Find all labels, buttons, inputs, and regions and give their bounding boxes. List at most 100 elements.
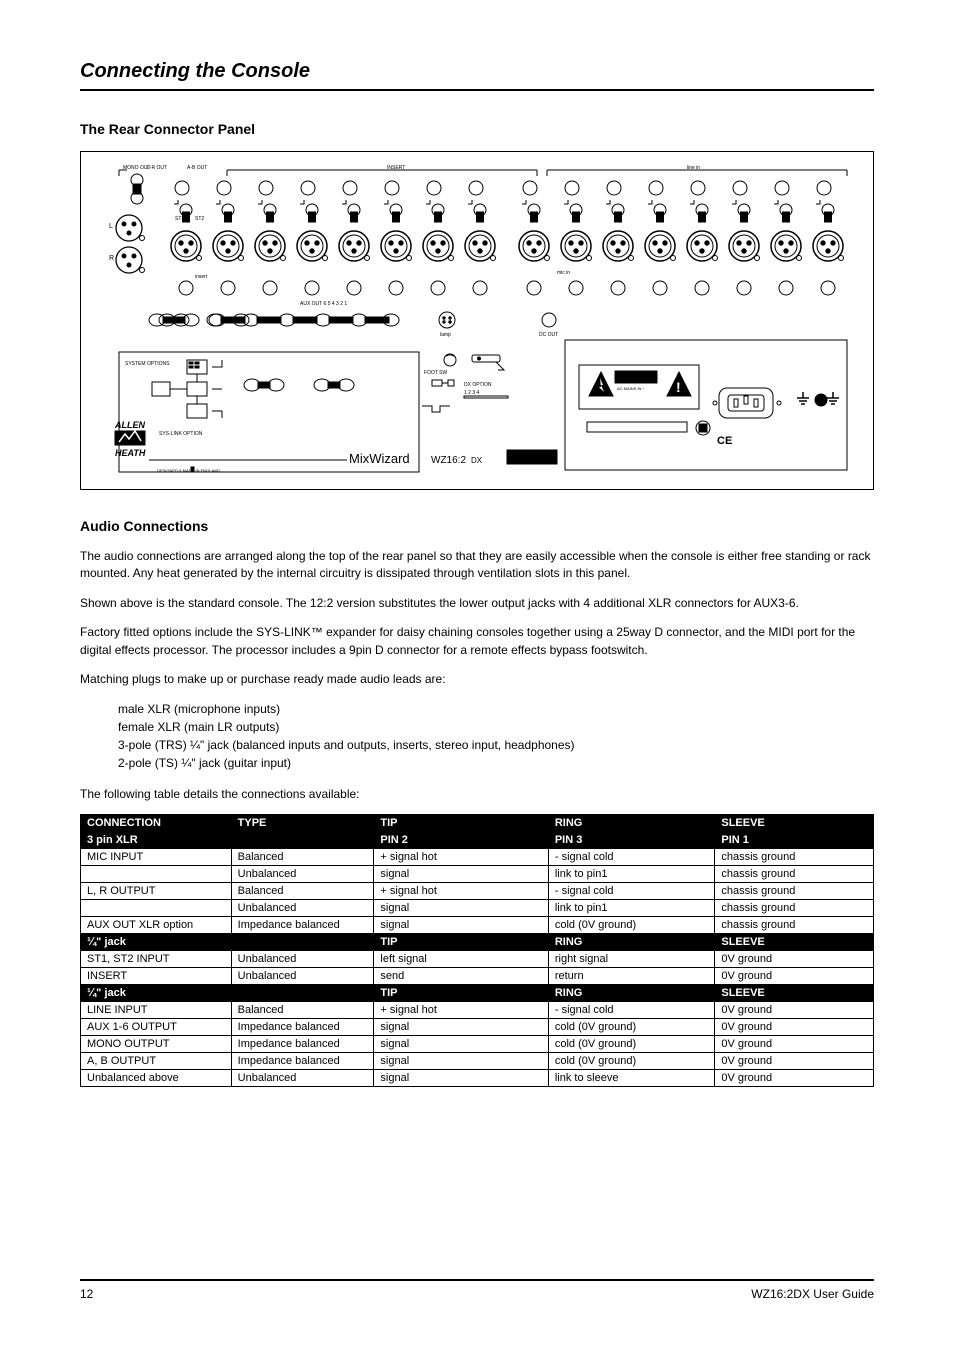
table-cell: right signal bbox=[548, 950, 715, 967]
table-cell: AUX OUT XLR option bbox=[81, 916, 232, 933]
table-row: MIC INPUTBalanced+ signal hot- signal co… bbox=[81, 848, 874, 865]
table-cell bbox=[81, 899, 232, 916]
table-cell: Impedance balanced bbox=[231, 1018, 374, 1035]
svg-text:line in: line in bbox=[687, 165, 700, 171]
table-cell: 0V ground bbox=[715, 1069, 874, 1086]
table-cell: - signal cold bbox=[548, 1001, 715, 1018]
svg-text:L: L bbox=[109, 223, 113, 230]
svg-text:MixWizard: MixWizard bbox=[349, 451, 410, 466]
svg-text:DESIGNED & MADE IN ENGLAND: DESIGNED & MADE IN ENGLAND bbox=[157, 468, 220, 473]
table-cell bbox=[81, 865, 232, 882]
table-cell: AUX 1-6 OUTPUT bbox=[81, 1018, 232, 1035]
table-cell: cold (0V ground) bbox=[548, 1035, 715, 1052]
table-cell: signal bbox=[374, 1069, 548, 1086]
rear-panel-heading: The Rear Connector Panel bbox=[80, 121, 874, 137]
table-cell: chassis ground bbox=[715, 916, 874, 933]
table-row: Unbalanced aboveUnbalancedsignallink to … bbox=[81, 1069, 874, 1086]
table-cell: return bbox=[548, 967, 715, 984]
table-row: L, R OUTPUTBalanced+ signal hot- signal … bbox=[81, 882, 874, 899]
table-section-cell: ¼" jack bbox=[81, 933, 232, 950]
plug-list: male XLR (microphone inputs)female XLR (… bbox=[118, 700, 874, 772]
table-cell: signal bbox=[374, 1052, 548, 1069]
svg-text:HEATH: HEATH bbox=[115, 448, 146, 458]
svg-text:ST2: ST2 bbox=[195, 216, 204, 222]
table-cell: Unbalanced bbox=[231, 1069, 374, 1086]
connections-table: CONNECTIONTYPETIPRINGSLEEVE 3 pin XLRPIN… bbox=[80, 814, 874, 1087]
table-cell: Unbalanced bbox=[231, 899, 374, 916]
table-cell: Impedance balanced bbox=[231, 1035, 374, 1052]
table-cell: - signal cold bbox=[548, 882, 715, 899]
table-cell: chassis ground bbox=[715, 899, 874, 916]
table-header: CONNECTION bbox=[81, 814, 232, 831]
svg-text:insert: insert bbox=[195, 274, 208, 280]
plug-list-item: 3-pole (TRS) ¼" jack (balanced inputs an… bbox=[118, 736, 874, 754]
rear-panel-diagram-wrap: MONO OUT L-R OUT A-B OUT INSERT line in … bbox=[80, 151, 874, 490]
table-section-cell bbox=[231, 831, 374, 848]
table-cell: left signal bbox=[374, 950, 548, 967]
table-cell: Unbalanced above bbox=[81, 1069, 232, 1086]
svg-text:WZ16:2: WZ16:2 bbox=[431, 455, 466, 466]
table-cell: Impedance balanced bbox=[231, 1052, 374, 1069]
table-section-cell: 3 pin XLR bbox=[81, 831, 232, 848]
table-cell: Balanced bbox=[231, 848, 374, 865]
table-cell: cold (0V ground) bbox=[548, 916, 715, 933]
table-cell: ST1, ST2 INPUT bbox=[81, 950, 232, 967]
table-cell: - signal cold bbox=[548, 848, 715, 865]
table-section-cell: RING bbox=[548, 933, 715, 950]
table-section-cell bbox=[231, 984, 374, 1001]
table-cell: signal bbox=[374, 899, 548, 916]
page-title: Connecting the Console bbox=[80, 60, 874, 83]
svg-text:INSERT: INSERT bbox=[387, 165, 405, 171]
table-cell: signal bbox=[374, 916, 548, 933]
table-header: TIP bbox=[374, 814, 548, 831]
table-section-cell bbox=[231, 933, 374, 950]
table-section-cell: TIP bbox=[374, 933, 548, 950]
svg-text:AC MAINS IN ~: AC MAINS IN ~ bbox=[617, 386, 646, 391]
table-section-cell: ¼" jack bbox=[81, 984, 232, 1001]
table-cell: Balanced bbox=[231, 1001, 374, 1018]
table-cell: + signal hot bbox=[374, 882, 548, 899]
table-header: TYPE bbox=[231, 814, 374, 831]
table-cell: link to pin1 bbox=[548, 865, 715, 882]
table-cell: chassis ground bbox=[715, 865, 874, 882]
table-cell: signal bbox=[374, 865, 548, 882]
table-row: INSERTUnbalancedsendreturn0V ground bbox=[81, 967, 874, 984]
table-cell: chassis ground bbox=[715, 848, 874, 865]
audio-heading: Audio Connections bbox=[80, 518, 874, 534]
table-row: A, B OUTPUTImpedance balancedsignalcold … bbox=[81, 1052, 874, 1069]
svg-text:1 2 3 4: 1 2 3 4 bbox=[464, 390, 480, 396]
table-row: LINE INPUTBalanced+ signal hot- signal c… bbox=[81, 1001, 874, 1018]
audio-para2: Shown above is the standard console. The… bbox=[80, 595, 874, 612]
table-cell: LINE INPUT bbox=[81, 1001, 232, 1018]
table-cell: Balanced bbox=[231, 882, 374, 899]
svg-text:mic in: mic in bbox=[557, 270, 570, 276]
table-cell: + signal hot bbox=[374, 1001, 548, 1018]
table-cell: L, R OUTPUT bbox=[81, 882, 232, 899]
table-cell: MIC INPUT bbox=[81, 848, 232, 865]
svg-text:FOOT SW: FOOT SW bbox=[424, 370, 448, 376]
svg-text:!: ! bbox=[676, 379, 681, 395]
table-cell: signal bbox=[374, 1035, 548, 1052]
table-row: ST1, ST2 INPUTUnbalancedleft signalright… bbox=[81, 950, 874, 967]
table-section-cell: RING bbox=[548, 984, 715, 1001]
plug-list-item: male XLR (microphone inputs) bbox=[118, 700, 874, 718]
rear-panel-diagram: MONO OUT L-R OUT A-B OUT INSERT line in … bbox=[95, 160, 859, 480]
plug-list-item: female XLR (main LR outputs) bbox=[118, 718, 874, 736]
table-cell: INSERT bbox=[81, 967, 232, 984]
audio-para4: Matching plugs to make up or purchase re… bbox=[80, 671, 874, 688]
rule-top bbox=[80, 89, 874, 91]
table-cell: A, B OUTPUT bbox=[81, 1052, 232, 1069]
table-cell: Impedance balanced bbox=[231, 916, 374, 933]
svg-text:ALLEN: ALLEN bbox=[114, 420, 145, 430]
table-cell: 0V ground bbox=[715, 950, 874, 967]
svg-text:lamp: lamp bbox=[440, 332, 451, 338]
svg-text:DX: DX bbox=[471, 456, 483, 465]
rule-bottom bbox=[80, 1279, 874, 1281]
svg-text:CE: CE bbox=[717, 435, 732, 447]
table-cell: Unbalanced bbox=[231, 865, 374, 882]
table-cell: Unbalanced bbox=[231, 967, 374, 984]
table-cell: 0V ground bbox=[715, 967, 874, 984]
audio-para1: The audio connections are arranged along… bbox=[80, 548, 874, 583]
table-cell: 0V ground bbox=[715, 1001, 874, 1018]
table-section-cell: SLEEVE bbox=[715, 933, 874, 950]
